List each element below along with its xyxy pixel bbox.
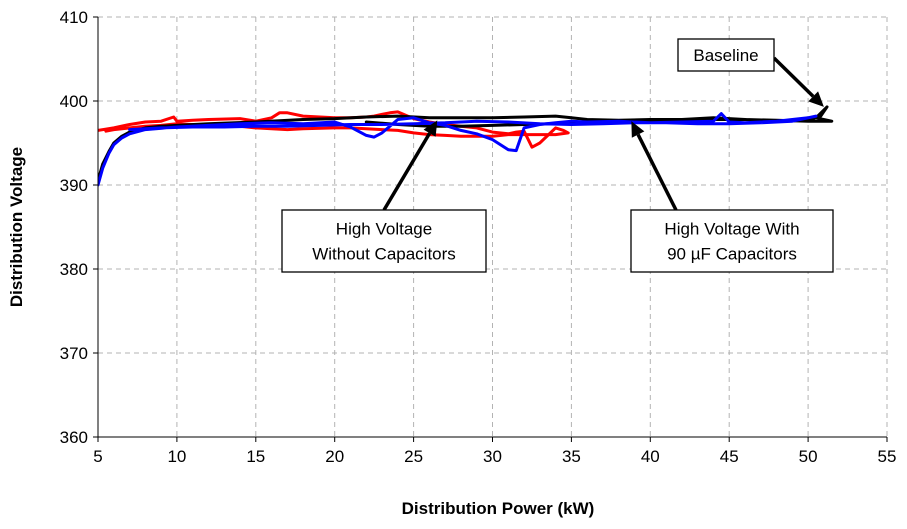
annotation-box <box>677 38 775 72</box>
y-tick-label: 360 <box>60 428 88 447</box>
x-tick-label: 50 <box>799 447 818 466</box>
annotation-arrow-shaft <box>636 133 678 211</box>
annotation-arrow-shaft <box>772 56 815 98</box>
y-tick-label: 400 <box>60 92 88 111</box>
x-axis-title: Distribution Power (kW) <box>402 499 595 518</box>
x-tick-label: 30 <box>483 447 502 466</box>
y-tick-label: 410 <box>60 8 88 27</box>
annotation-box <box>630 209 834 273</box>
annotation-callout: High Voltage With 90 µF Capacitors <box>630 121 834 273</box>
series-lines <box>98 105 834 187</box>
series-line-1 <box>98 110 570 149</box>
y-tick-label: 370 <box>60 344 88 363</box>
axes <box>93 16 888 442</box>
x-tick-label: 55 <box>878 447 897 466</box>
x-tick-label: 45 <box>720 447 739 466</box>
annotation-arrow-head <box>631 121 645 138</box>
annotation-text: High Voltage <box>336 220 432 239</box>
annotation-arrow-head <box>423 120 438 137</box>
annotation-callout: High Voltage Without Capacitors <box>281 120 487 273</box>
annotation-arrow-head <box>808 91 824 107</box>
annotation-text: 90 µF Capacitors <box>667 245 797 264</box>
y-axis-title: Distribution Voltage <box>7 147 26 307</box>
x-tick-label: 25 <box>404 447 423 466</box>
x-tick-label: 15 <box>246 447 265 466</box>
annotation-arrow-shaft <box>382 132 432 211</box>
x-tick-label: 40 <box>641 447 660 466</box>
x-tick-label: 20 <box>325 447 344 466</box>
annotation-box <box>281 209 487 273</box>
y-tick-label: 390 <box>60 176 88 195</box>
x-tick-label: 5 <box>93 447 102 466</box>
x-tick-label: 35 <box>562 447 581 466</box>
annotation-callout: Baseline <box>677 38 824 107</box>
annotation-text: Without Capacitors <box>312 245 456 264</box>
tick-labels: 5 10 15 20 25 30 35 40 45 50 55 360 370 380 390 400 410 <box>60 8 897 466</box>
y-tick-label: 380 <box>60 260 88 279</box>
series-line-2 <box>98 105 834 183</box>
annotation-text: Baseline <box>693 46 758 65</box>
annotation-text: High Voltage With <box>664 220 799 239</box>
x-tick-label: 10 <box>167 447 186 466</box>
series-line-3 <box>98 112 818 187</box>
